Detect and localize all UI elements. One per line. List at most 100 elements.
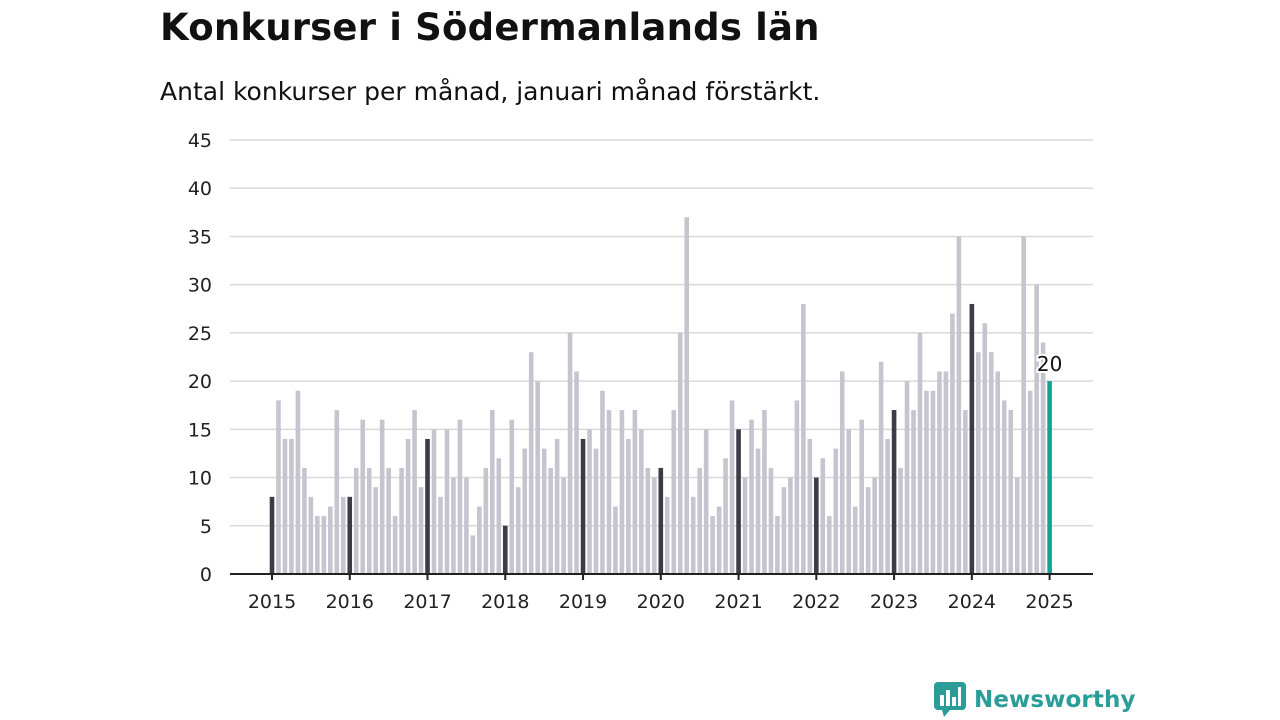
bar (697, 467, 702, 574)
bar-january (502, 525, 508, 574)
bar (600, 390, 605, 574)
bar (632, 410, 638, 574)
x-tick-label: 2021 (714, 591, 762, 613)
x-tick-label: 2023 (870, 591, 918, 613)
bar (412, 410, 417, 574)
bar (988, 352, 994, 574)
bar (833, 448, 839, 574)
bar (645, 467, 651, 574)
bar (716, 506, 722, 574)
bar (1027, 390, 1033, 574)
bar (872, 477, 877, 574)
bar (865, 487, 871, 574)
bar (334, 410, 340, 574)
bar (950, 313, 955, 574)
bar (937, 371, 942, 574)
bar-january (658, 467, 664, 574)
bar (340, 496, 346, 574)
bar (587, 429, 592, 574)
bar (399, 467, 404, 574)
bar (535, 381, 540, 574)
bar (593, 448, 599, 574)
chart-subtitle: Antal konkurser per månad, januari månad… (160, 77, 821, 106)
x-tick-label: 2022 (792, 591, 840, 613)
bar (392, 516, 398, 574)
y-tick-label: 35 (188, 226, 212, 248)
bar (723, 458, 728, 574)
y-tick-label: 45 (188, 130, 212, 152)
bar (386, 467, 391, 574)
bar (768, 467, 774, 574)
bar (729, 400, 735, 574)
bar (1008, 410, 1014, 574)
bar (373, 487, 378, 574)
bar (606, 410, 612, 574)
bar (548, 467, 553, 574)
bar (1040, 342, 1046, 574)
y-tick-label: 10 (188, 468, 212, 490)
bar (613, 506, 618, 574)
bar (859, 419, 864, 574)
gridlines (230, 139, 1093, 527)
latest-value-label: 20 (1037, 352, 1062, 376)
x-tick-label: 2025 (1025, 591, 1073, 613)
bar (295, 390, 301, 574)
bar (289, 438, 294, 574)
bar (405, 438, 411, 574)
bar (807, 438, 813, 574)
bar (956, 236, 962, 574)
y-tick-label: 20 (188, 371, 212, 393)
bar (1021, 236, 1026, 574)
bar (353, 467, 359, 574)
bar (917, 332, 923, 574)
bar (677, 332, 683, 574)
newsworthy-logo-icon (934, 682, 966, 717)
bar (626, 438, 631, 574)
bar (522, 448, 528, 574)
bar (976, 352, 981, 574)
bar (567, 332, 573, 574)
bar (438, 496, 443, 574)
bar (710, 516, 715, 574)
bar (315, 516, 320, 574)
x-tick-label: 2018 (481, 591, 529, 613)
axes (230, 573, 1093, 580)
bar (477, 506, 482, 574)
bar (554, 438, 560, 574)
bar (664, 496, 670, 574)
bar (302, 467, 307, 574)
bar (483, 467, 489, 574)
bar (898, 467, 903, 574)
bar (276, 400, 281, 574)
bar (911, 410, 916, 574)
bar (457, 419, 463, 574)
bar (366, 467, 372, 574)
bar (652, 477, 657, 574)
bar (749, 419, 754, 574)
bar-latest (1047, 381, 1052, 574)
bar (451, 477, 456, 574)
bar (561, 477, 566, 574)
bar (742, 477, 748, 574)
brand-name: Newsworthy (974, 687, 1136, 713)
bar (878, 361, 884, 574)
bar (684, 217, 690, 574)
bar (820, 458, 826, 574)
y-tick-label: 30 (188, 275, 212, 297)
bar-january (425, 438, 430, 574)
x-tick-label: 2019 (559, 591, 607, 613)
bar (924, 390, 929, 574)
bar (328, 506, 333, 574)
bar (885, 438, 890, 574)
y-tick-label: 15 (188, 419, 212, 441)
y-tick-label: 25 (188, 323, 212, 345)
x-tick-label: 2016 (326, 591, 374, 613)
bar (321, 516, 327, 574)
bar (496, 458, 502, 574)
bar (574, 371, 579, 574)
bar (671, 410, 677, 574)
bar (541, 448, 547, 574)
bar (444, 429, 450, 574)
